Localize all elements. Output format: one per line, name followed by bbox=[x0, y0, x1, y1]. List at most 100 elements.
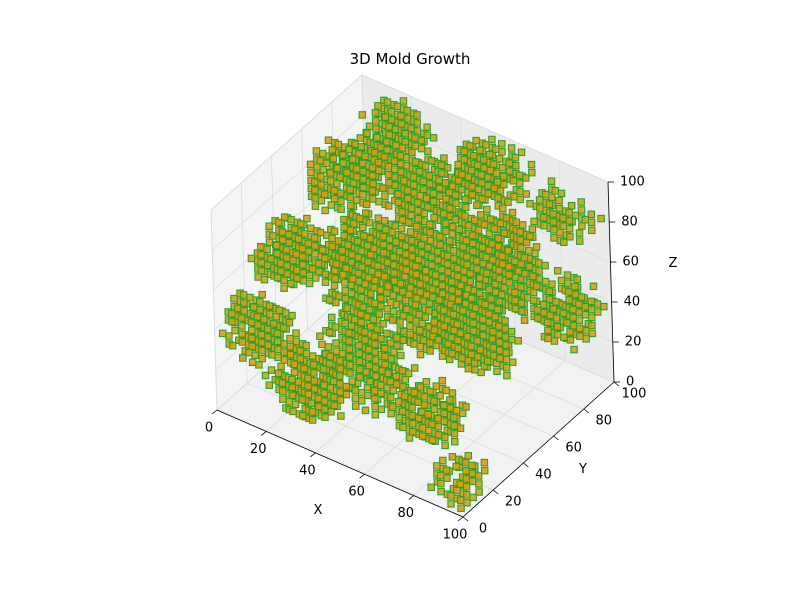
voxel bbox=[587, 297, 595, 306]
voxel bbox=[448, 453, 457, 461]
voxel bbox=[269, 232, 277, 240]
voxel bbox=[337, 205, 345, 214]
voxel bbox=[377, 405, 386, 414]
x-tick-label: 80 bbox=[398, 506, 415, 521]
voxel bbox=[278, 236, 287, 244]
voxel bbox=[304, 239, 313, 248]
voxel bbox=[551, 187, 560, 195]
voxel bbox=[349, 179, 358, 187]
voxel bbox=[403, 114, 412, 123]
voxel bbox=[484, 181, 492, 190]
voxel bbox=[345, 345, 354, 353]
voxel bbox=[541, 190, 550, 199]
voxel bbox=[593, 300, 602, 308]
voxel bbox=[492, 169, 501, 177]
voxel bbox=[472, 257, 481, 265]
voxel bbox=[302, 341, 310, 350]
voxel bbox=[380, 153, 389, 161]
voxel bbox=[289, 407, 297, 416]
voxel bbox=[272, 312, 280, 321]
voxel bbox=[393, 333, 401, 342]
voxel bbox=[525, 263, 533, 271]
voxel bbox=[473, 353, 482, 361]
voxel bbox=[488, 335, 497, 343]
grid-line-left-z bbox=[211, 114, 364, 251]
x-tick-label: 60 bbox=[348, 485, 365, 500]
voxel bbox=[446, 396, 454, 404]
voxel bbox=[460, 147, 468, 156]
voxel bbox=[274, 369, 283, 378]
voxel bbox=[401, 296, 410, 305]
voxel bbox=[545, 295, 554, 304]
voxel bbox=[559, 222, 568, 230]
voxel bbox=[338, 246, 346, 255]
voxel bbox=[468, 477, 477, 486]
voxel bbox=[385, 178, 393, 187]
voxel bbox=[458, 170, 466, 179]
voxel bbox=[358, 111, 367, 119]
voxel bbox=[453, 264, 462, 273]
voxel bbox=[550, 337, 559, 345]
voxel bbox=[263, 325, 272, 333]
voxel bbox=[329, 377, 338, 386]
voxel bbox=[442, 227, 450, 236]
voxel bbox=[348, 251, 356, 259]
voxel bbox=[282, 254, 291, 262]
voxel bbox=[507, 335, 516, 344]
x-axis-line bbox=[216, 409, 464, 518]
voxel bbox=[403, 106, 411, 115]
voxel bbox=[355, 365, 364, 374]
voxel bbox=[441, 441, 449, 450]
voxel bbox=[336, 380, 344, 388]
voxel bbox=[405, 314, 414, 323]
voxel bbox=[350, 315, 359, 324]
voxel bbox=[414, 414, 423, 423]
voxel bbox=[486, 166, 494, 175]
voxel bbox=[505, 167, 514, 175]
voxel bbox=[330, 227, 339, 236]
voxel bbox=[417, 136, 426, 145]
voxel bbox=[327, 201, 336, 209]
voxel bbox=[418, 408, 426, 416]
voxel bbox=[253, 313, 262, 321]
voxel bbox=[247, 318, 256, 327]
voxel bbox=[485, 262, 494, 270]
voxel bbox=[508, 208, 517, 217]
voxel bbox=[498, 252, 506, 260]
voxel bbox=[428, 436, 437, 444]
voxel bbox=[383, 289, 391, 297]
voxel bbox=[378, 367, 386, 375]
voxel bbox=[521, 269, 529, 278]
voxel bbox=[308, 265, 317, 273]
voxel bbox=[365, 353, 373, 362]
voxel bbox=[425, 299, 434, 308]
voxel bbox=[332, 260, 341, 268]
voxel bbox=[425, 307, 433, 315]
voxel bbox=[399, 336, 407, 345]
voxel bbox=[302, 349, 311, 358]
voxel bbox=[279, 324, 288, 332]
voxel bbox=[502, 349, 510, 357]
voxel bbox=[267, 255, 275, 263]
y-tick-label: 100 bbox=[622, 387, 647, 402]
voxel bbox=[431, 271, 440, 279]
voxel bbox=[331, 274, 339, 283]
voxel bbox=[319, 365, 328, 373]
voxel bbox=[516, 228, 524, 236]
voxel bbox=[290, 368, 299, 377]
z-tick-label: 20 bbox=[625, 335, 642, 350]
voxel bbox=[264, 333, 272, 341]
voxel bbox=[401, 375, 410, 384]
voxel bbox=[247, 326, 256, 335]
voxel bbox=[387, 355, 395, 363]
voxel bbox=[498, 260, 507, 268]
voxel bbox=[334, 237, 343, 245]
voxel bbox=[339, 159, 347, 167]
voxel bbox=[495, 274, 504, 283]
voxel bbox=[367, 290, 375, 298]
voxel bbox=[384, 282, 392, 291]
voxel bbox=[552, 298, 560, 306]
voxel bbox=[420, 234, 428, 242]
voxel bbox=[480, 458, 489, 467]
voxel bbox=[555, 204, 564, 213]
